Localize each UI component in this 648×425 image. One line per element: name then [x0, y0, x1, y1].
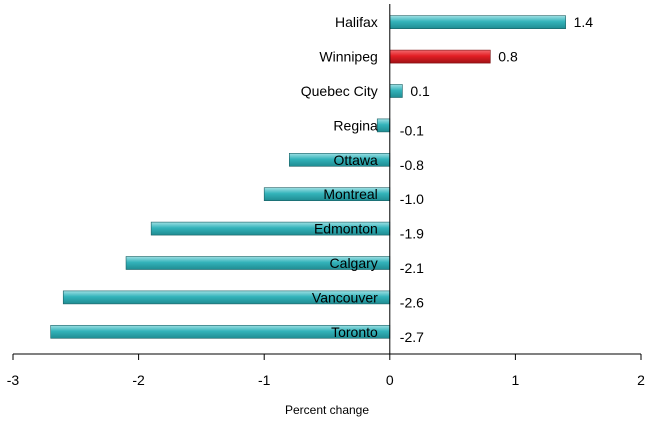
- value-label-ottawa: -0.8: [400, 157, 424, 173]
- value-label-toronto: -2.7: [400, 329, 424, 345]
- category-label-halifax: Halifax: [335, 14, 378, 30]
- axis-layer: -3 -2 -1 0 1 2: [7, 4, 645, 388]
- x-tick-label: -3: [7, 372, 20, 388]
- value-label-winnipeg: 0.8: [498, 49, 518, 65]
- bars-layer: [50, 15, 566, 339]
- value-label-edmonton: -1.9: [400, 226, 424, 242]
- x-tick-label: -1: [258, 372, 271, 388]
- category-label-toronto: Toronto: [331, 324, 378, 340]
- category-label-winnipeg: Winnipeg: [319, 49, 377, 65]
- x-tick-label: -2: [132, 372, 145, 388]
- x-tick-label: 0: [386, 372, 394, 388]
- category-label-calgary: Calgary: [330, 255, 378, 271]
- category-label-montreal: Montreal: [323, 186, 377, 202]
- bar-quebec-city: [389, 84, 403, 98]
- x-axis-title: Percent change: [285, 403, 369, 417]
- value-label-montreal: -1.0: [400, 191, 424, 207]
- value-label-vancouver: -2.6: [400, 294, 424, 310]
- value-label-halifax: 1.4: [574, 14, 594, 30]
- bar-winnipeg: [389, 49, 491, 64]
- value-label-regina: -0.1: [400, 122, 424, 138]
- category-label-quebec-city: Quebec City: [301, 83, 378, 99]
- x-tick-label: 1: [512, 372, 520, 388]
- value-label-quebec-city: 0.1: [410, 83, 430, 99]
- bar-halifax: [389, 15, 566, 29]
- value-label-calgary: -2.1: [400, 260, 424, 276]
- bar-regina: [376, 118, 391, 133]
- category-label-ottawa: Ottawa: [333, 152, 378, 168]
- category-label-regina: Regina: [333, 117, 378, 133]
- x-tick-label: 2: [637, 372, 645, 388]
- category-label-edmonton: Edmonton: [314, 221, 378, 237]
- category-label-vancouver: Vancouver: [312, 289, 378, 305]
- labels-layer: Halifax 1.4 Winnipeg 0.8 Quebec City 0.1 Regin…: [301, 14, 594, 345]
